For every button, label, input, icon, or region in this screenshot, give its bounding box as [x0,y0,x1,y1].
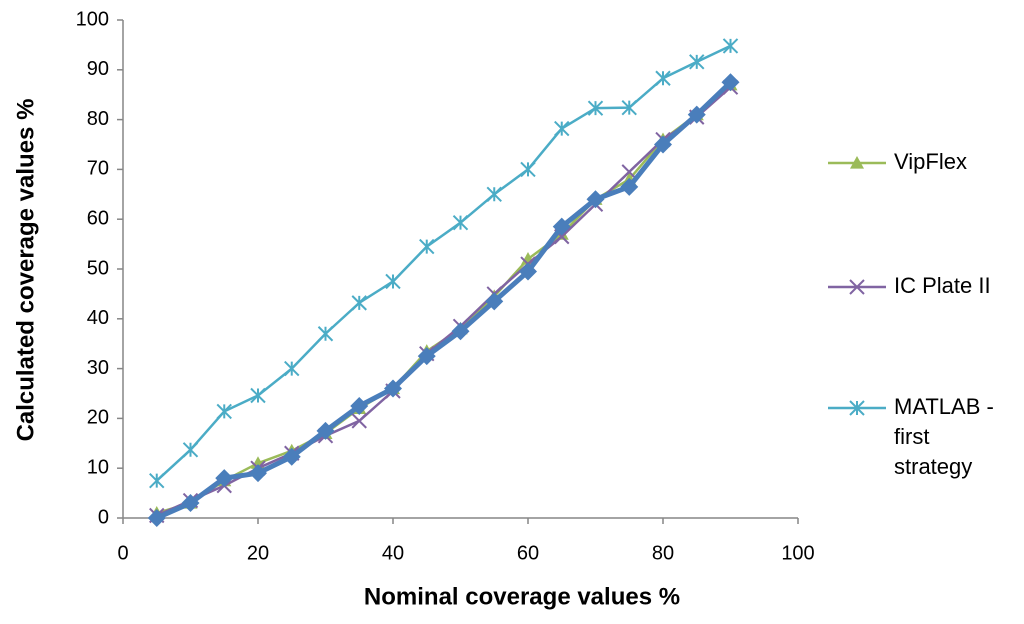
marker [486,186,502,203]
marker [216,403,232,420]
marker [520,161,536,178]
legend-item: MATLAB - first strategy [826,392,1006,482]
y-tick-label: 10 [87,456,109,478]
marker [147,509,166,527]
x-tick-label: 20 [247,542,269,564]
marker [452,214,469,231]
legend-key [828,400,886,416]
marker [721,73,740,92]
marker [850,156,864,169]
marker [552,217,571,236]
marker [317,326,334,342]
y-tick-label: 40 [87,307,109,329]
marker [722,38,739,54]
y-tick-label: 20 [87,407,109,429]
series-line [155,44,732,482]
y-tick-label: 90 [87,58,109,80]
marker [519,262,537,281]
marker [351,295,367,311]
marker [586,190,605,209]
marker [385,273,401,290]
marker [249,464,267,483]
x-tick-label: 40 [382,542,404,564]
marker [350,396,369,415]
series [149,79,739,524]
marker [621,99,637,116]
marker [687,105,706,124]
marker [181,494,200,513]
marker [316,421,335,440]
marker [451,322,470,341]
series [147,73,740,527]
marker [849,400,865,416]
legend-key [828,279,886,295]
legend-label: VipFlex [894,149,967,174]
legend-label: MATLAB - first strategy [894,394,994,479]
series [149,38,739,489]
series-line [156,86,732,517]
legend-item: IC Plate II [826,271,1006,301]
marker [351,413,367,429]
marker [182,442,199,458]
marker [554,120,570,137]
series-line [155,80,733,521]
y-tick-label: 0 [98,506,109,528]
marker [282,447,301,466]
marker [655,70,671,86]
marker [384,379,402,398]
marker [284,360,300,377]
y-tick-label: 50 [87,257,109,279]
y-tick-label: 70 [87,158,109,180]
marker [689,54,705,70]
y-tick-label: 60 [87,207,109,229]
marker [654,135,672,154]
legend-key [828,156,886,169]
marker [419,238,435,255]
legend-label: IC Plate II [894,273,991,298]
marker [149,472,165,489]
series [149,77,738,519]
marker [215,469,234,488]
marker [250,387,266,404]
x-tick-label: 0 [117,542,128,564]
marker [417,347,436,366]
y-tick-label: 100 [76,8,109,30]
legend-item: VipFlex [826,147,1006,177]
marker [621,164,637,180]
series-line [156,83,732,515]
marker [620,177,639,196]
marker [587,100,604,116]
x-axis-title: Nominal coverage values % [364,583,680,610]
marker [849,279,865,295]
x-tick-label: 80 [652,542,674,564]
y-axis-title: Calculated coverage values % [12,99,39,442]
y-tick-label: 80 [87,108,109,130]
marker [485,292,504,311]
x-tick-label: 60 [517,542,539,564]
x-tick-label: 100 [781,542,814,564]
y-tick-label: 30 [87,357,109,379]
